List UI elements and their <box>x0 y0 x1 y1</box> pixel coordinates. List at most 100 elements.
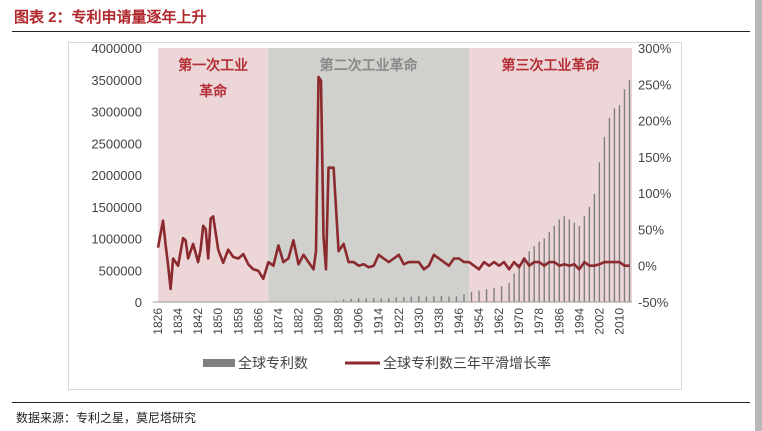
bar-2008 <box>613 108 616 302</box>
left-tick-label: 0 <box>135 295 142 310</box>
x-tick-label: 1850 <box>211 308 225 335</box>
left-tick-label: 1000000 <box>91 232 142 247</box>
era-band-1 <box>158 48 269 302</box>
x-tick-label: 1986 <box>552 308 566 335</box>
x-tick-label: 1994 <box>572 308 586 335</box>
x-tick-label: 1834 <box>171 308 185 335</box>
era-label-1-line2: 革命 <box>199 83 228 99</box>
chart-frame <box>68 42 682 390</box>
data-source-note: 数据来源：专利之星，莫尼塔研究 <box>16 411 197 425</box>
bar-1970 <box>518 263 520 302</box>
left-tick-label: 2000000 <box>91 168 142 183</box>
bar-2014 <box>628 79 631 302</box>
x-tick-label: 1938 <box>432 308 446 335</box>
left-axis: 4000000 3500000 3000000 2500000 2000000 15000… <box>91 41 142 310</box>
source-rule <box>12 402 750 403</box>
bar-1906 <box>357 298 360 302</box>
x-tick-label: 1858 <box>231 308 245 335</box>
right-tick-label: 50% <box>638 222 664 237</box>
right-tick-label: 300% <box>638 41 672 56</box>
growth-rate-line <box>156 75 630 291</box>
x-tick-label: 1906 <box>352 308 366 335</box>
bar-1968 <box>513 273 515 302</box>
bar-1900 <box>342 299 345 302</box>
bar-2012 <box>623 89 626 303</box>
era-label-2: 第二次工业革命 <box>320 57 419 73</box>
x-tick-label: 1962 <box>492 308 506 335</box>
x-tick-label: 1826 <box>151 308 165 335</box>
left-tick-label: 3500000 <box>91 73 142 88</box>
bar-1982 <box>548 232 550 302</box>
left-tick-label: 1500000 <box>91 200 142 215</box>
era-label-1: 第一次工业 <box>178 57 248 73</box>
bar-1992 <box>573 222 576 302</box>
left-tick-label: 500000 <box>99 263 142 278</box>
page-edge-bar <box>755 0 762 431</box>
bar-2000 <box>593 194 596 302</box>
bar-2004 <box>603 136 606 302</box>
legend-bar-label: 全球专利数 <box>238 355 308 371</box>
left-tick-label: 3000000 <box>91 105 142 120</box>
bar-1939 <box>440 295 443 302</box>
x-tick-label: 1898 <box>332 308 346 335</box>
bar-series <box>335 79 631 303</box>
bar-1980 <box>543 238 545 302</box>
x-tick-label: 1978 <box>532 308 546 335</box>
x-axis: 1826 1834 1842 1850 1858 1866 1874 1882 1890 1898… <box>151 301 632 335</box>
bar-1915 <box>380 298 382 302</box>
right-tick-label: 250% <box>638 77 672 92</box>
era-label-3: 第三次工业革命 <box>501 57 600 73</box>
x-tick-label: 2010 <box>613 308 627 335</box>
x-tick-label: 1954 <box>472 308 486 335</box>
bar-1988 <box>563 216 565 302</box>
era-backgrounds <box>158 48 632 302</box>
bar-1966 <box>508 282 510 302</box>
line-series <box>156 75 630 291</box>
bar-1984 <box>553 225 555 302</box>
right-tick-label: 150% <box>638 150 672 165</box>
bar-1960 <box>493 288 495 302</box>
figure-title: 图表 2：专利申请量逐年上升 <box>14 9 207 26</box>
bar-1930 <box>418 296 420 302</box>
bar-1945 <box>455 296 458 302</box>
x-tick-label: 1930 <box>412 308 426 335</box>
bar-1998 <box>588 206 591 302</box>
bar-1957 <box>485 289 488 302</box>
title-rule <box>12 31 750 32</box>
bar-1974 <box>528 251 530 302</box>
legend-line-label: 全球专利数三年平滑增长率 <box>383 355 551 371</box>
bar-1903 <box>350 298 352 302</box>
bar-1978 <box>538 241 540 302</box>
x-tick-label: 1842 <box>191 308 205 335</box>
legend: 全球专利数 全球专利数三年平滑增长率 <box>203 355 551 371</box>
bar-1924 <box>403 297 405 302</box>
bar-1954 <box>478 290 480 302</box>
bar-1986 <box>558 219 560 302</box>
right-tick-label: 100% <box>638 186 672 201</box>
x-tick-label: 1866 <box>251 308 265 335</box>
right-axis: 300% 250% 200% 150% 100% 50% 0% -50% <box>638 41 672 310</box>
right-tick-label: -50% <box>638 295 669 310</box>
bar-1990 <box>568 219 571 302</box>
bar-1918 <box>388 298 390 302</box>
bar-1976 <box>533 246 535 302</box>
x-tick-label: 1946 <box>452 308 466 335</box>
x-tick-label: 1882 <box>292 308 306 335</box>
left-tick-label: 4000000 <box>91 41 142 56</box>
legend-bar-swatch <box>203 359 235 367</box>
bar-1972 <box>523 257 525 302</box>
bar-1912 <box>372 297 375 302</box>
x-tick-label: 1922 <box>392 308 406 335</box>
bar-1948 <box>463 294 465 302</box>
left-tick-label: 2500000 <box>91 136 142 151</box>
x-tick-label: 1890 <box>312 308 326 335</box>
right-tick-label: 200% <box>638 114 672 129</box>
bar-1942 <box>448 296 450 302</box>
bar-1994 <box>578 225 581 302</box>
bar-1927 <box>410 296 413 302</box>
bar-1933 <box>425 296 428 302</box>
x-tick-label: 1970 <box>512 308 526 335</box>
bar-1951 <box>470 291 473 302</box>
x-tick-label: 2002 <box>592 308 606 335</box>
